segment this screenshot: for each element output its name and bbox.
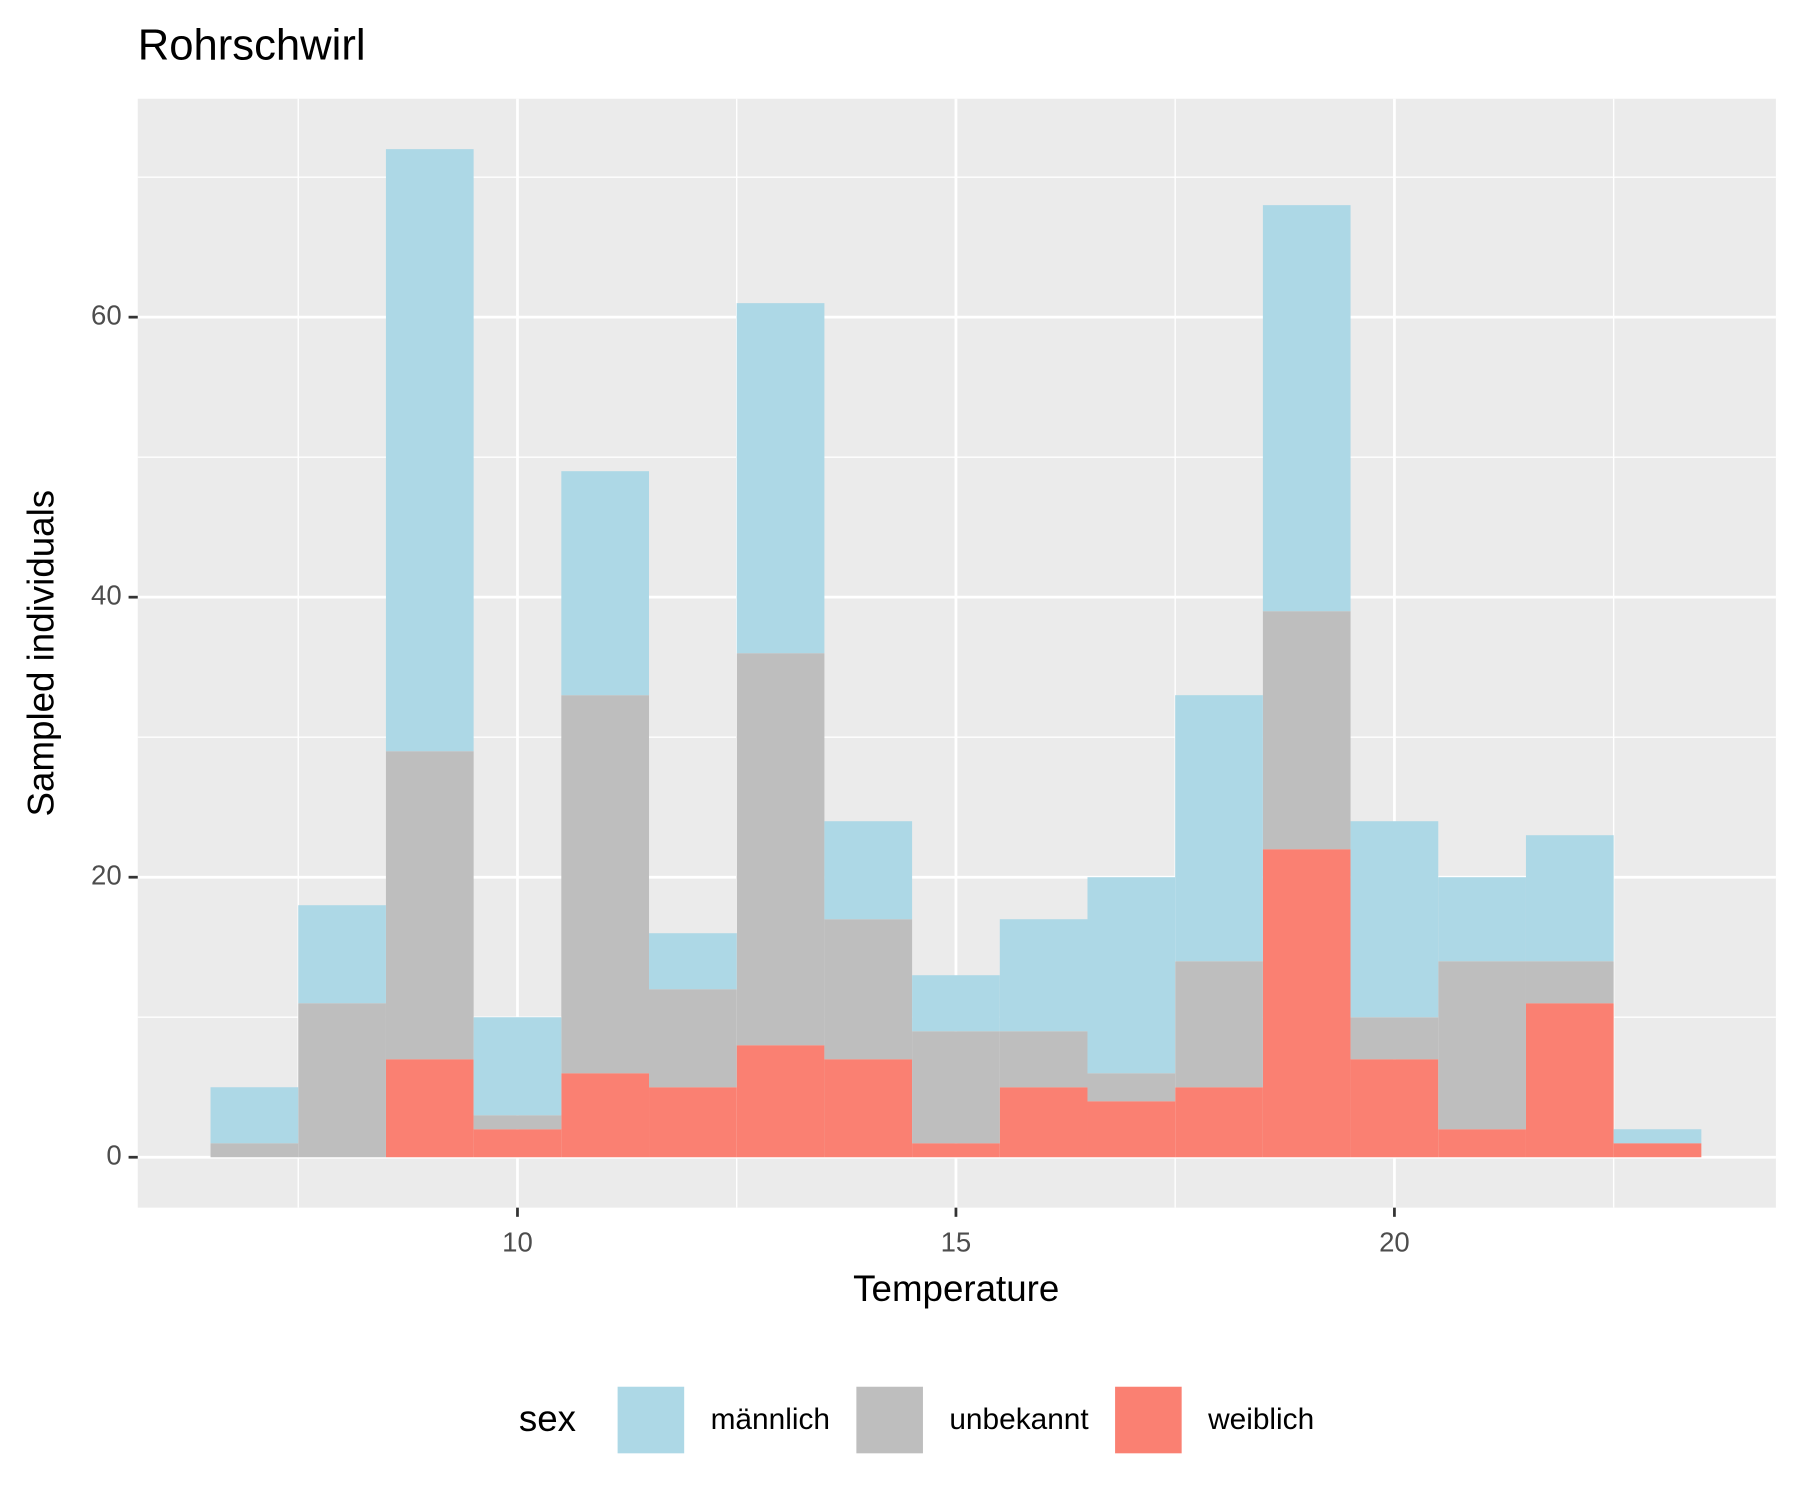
bar <box>1262 205 1351 612</box>
bar <box>1262 611 1351 850</box>
bar <box>1175 1087 1263 1158</box>
bar <box>1175 695 1263 962</box>
bar <box>473 1017 562 1116</box>
bar <box>1087 877 1176 1074</box>
bar <box>912 1143 1000 1158</box>
bar <box>1175 961 1263 1088</box>
x-tick-label: 10 <box>502 1227 533 1258</box>
bar <box>1613 1143 1702 1158</box>
y-tick-label: 0 <box>106 1140 121 1171</box>
y-tick-label: 20 <box>91 859 122 890</box>
bar <box>824 821 913 920</box>
bar <box>649 933 737 990</box>
bar <box>824 1059 913 1158</box>
bar <box>999 1031 1088 1088</box>
bar <box>1087 1101 1176 1158</box>
bar <box>1262 849 1351 1158</box>
bar <box>1525 961 1614 1004</box>
legend-label: weiblich <box>1207 1403 1314 1436</box>
bar <box>210 1143 299 1158</box>
y-tick-label: 40 <box>91 579 122 610</box>
y-axis-label: Sampled individuals <box>20 490 61 817</box>
bar <box>999 1087 1088 1158</box>
bar <box>1350 1059 1439 1158</box>
bar <box>912 975 1000 1032</box>
x-tick-label: 15 <box>941 1227 972 1258</box>
legend-key <box>1112 1384 1184 1456</box>
bar <box>736 1045 825 1158</box>
legend-key <box>615 1384 687 1456</box>
bar <box>1438 961 1526 1130</box>
bar <box>649 1087 737 1158</box>
bar <box>999 919 1088 1032</box>
bar <box>385 149 474 752</box>
bar <box>1613 1129 1702 1144</box>
bar <box>473 1115 562 1130</box>
bar <box>298 1003 386 1158</box>
legend-label: männlich <box>711 1403 830 1436</box>
bar <box>1438 877 1526 962</box>
bar <box>649 989 737 1088</box>
bar <box>561 1073 650 1158</box>
y-tick-label: 60 <box>91 299 122 330</box>
legend-label: unbekannt <box>949 1403 1089 1436</box>
bar <box>1350 821 1439 1018</box>
bar <box>561 471 650 696</box>
bar <box>736 653 825 1046</box>
bar <box>1350 1017 1439 1060</box>
x-axis-label: Temperature <box>853 1268 1059 1309</box>
bar <box>912 1031 1000 1144</box>
bar <box>1438 1129 1526 1158</box>
legend-key <box>854 1384 926 1456</box>
bar <box>824 919 913 1060</box>
bar <box>1525 835 1614 962</box>
bar <box>561 695 650 1074</box>
bar <box>385 1059 474 1158</box>
bar <box>210 1087 299 1144</box>
bar <box>1525 1003 1614 1158</box>
chart-title: Rohrschwirl <box>138 22 366 70</box>
bar <box>473 1129 562 1158</box>
bar <box>385 751 474 1060</box>
bar <box>298 905 386 1004</box>
bar <box>1087 1073 1176 1102</box>
x-tick-label: 20 <box>1379 1227 1410 1258</box>
bar <box>736 303 825 654</box>
legend-title: sex <box>519 1398 576 1439</box>
